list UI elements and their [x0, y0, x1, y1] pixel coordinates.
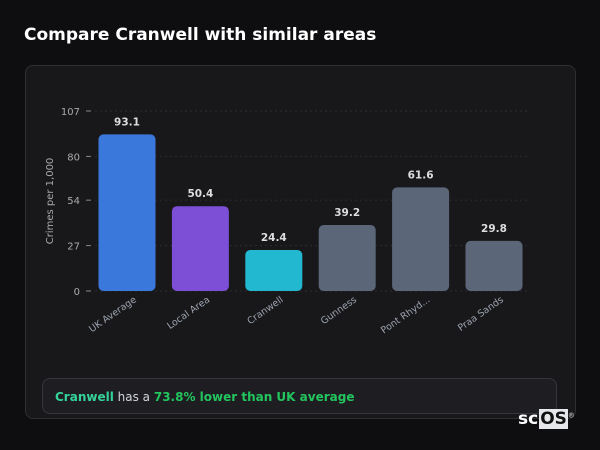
x-tick-label: Pont Rhyd... [379, 294, 432, 336]
data-label: 50.4 [187, 188, 213, 200]
y-tick-label: 0 [74, 287, 80, 298]
comparison-note: Cranwell has a 73.8% lower than UK avera… [42, 378, 557, 414]
bar [318, 225, 376, 291]
note-text: has a [113, 390, 154, 404]
x-tick-label: Cranwell [245, 294, 285, 327]
bar [171, 206, 229, 291]
x-tick-label: Praa Sands [456, 294, 506, 333]
x-tick-label: Local Area [165, 294, 212, 331]
data-label: 24.4 [261, 232, 287, 244]
y-axis-label: Crimes per 1,000 [45, 158, 56, 245]
y-tick-label: 107 [61, 107, 80, 118]
x-tick-label: Gunness [319, 294, 359, 327]
page-title: Compare Cranwell with similar areas [24, 25, 377, 45]
data-label: 29.8 [481, 223, 507, 235]
bar [392, 187, 450, 291]
logo: sc OS® [518, 409, 575, 429]
y-tick-label: 54 [67, 196, 80, 207]
data-label: 61.6 [408, 169, 434, 181]
data-label: 39.2 [334, 207, 360, 219]
y-tick-label: 80 [67, 152, 80, 163]
x-tick-label: UK Average [87, 294, 139, 335]
bar [465, 240, 523, 291]
bar [245, 249, 303, 291]
y-tick-label: 27 [67, 242, 80, 253]
data-label: 93.1 [114, 116, 140, 128]
note-place: Cranwell [55, 390, 114, 404]
bar [98, 134, 156, 291]
note-highlight: 73.8% lower than UK average [153, 390, 355, 404]
